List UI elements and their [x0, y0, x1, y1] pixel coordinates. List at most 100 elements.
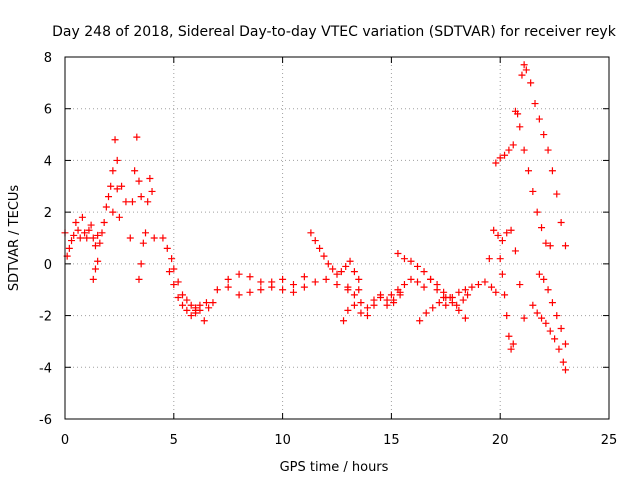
- data-point: [320, 252, 328, 260]
- data-point: [527, 79, 535, 87]
- data-point: [128, 198, 136, 206]
- x-tick-label: 0: [61, 433, 69, 448]
- data-point: [202, 299, 210, 307]
- data-point: [83, 234, 91, 242]
- y-tick-label: -2: [39, 310, 52, 325]
- data-point: [87, 221, 95, 229]
- y-tick-label: 6: [44, 103, 52, 118]
- data-point: [498, 237, 506, 245]
- data-point: [137, 193, 145, 201]
- data-point: [557, 218, 565, 226]
- data-point: [507, 226, 515, 234]
- y-tick-label: 0: [44, 258, 52, 273]
- data-point: [142, 229, 150, 237]
- data-point: [407, 275, 415, 283]
- data-point: [383, 296, 391, 304]
- data-point: [257, 278, 265, 286]
- data-point: [535, 270, 543, 278]
- series-21: [535, 270, 569, 348]
- data-point: [78, 213, 86, 221]
- data-point: [146, 175, 154, 183]
- series-15: [442, 278, 500, 309]
- data-point: [546, 242, 554, 250]
- data-point: [300, 283, 308, 291]
- data-point: [461, 286, 469, 294]
- data-point: [394, 286, 402, 294]
- series-2: [89, 136, 123, 283]
- data-point: [390, 299, 398, 307]
- y-tick-label: -4: [39, 361, 52, 376]
- data-point: [150, 234, 158, 242]
- data-point: [122, 198, 130, 206]
- data-point: [68, 237, 76, 245]
- data-point: [98, 229, 106, 237]
- data-point: [520, 61, 528, 69]
- data-point: [113, 185, 121, 193]
- data-point: [511, 247, 519, 255]
- y-tick-label: 4: [44, 154, 52, 169]
- data-point: [414, 262, 422, 270]
- data-point: [448, 293, 456, 301]
- data-point: [70, 231, 78, 239]
- data-point: [235, 270, 243, 278]
- data-point: [433, 281, 441, 289]
- x-tick-label: 5: [170, 433, 178, 448]
- x-tick-label: 10: [274, 433, 291, 448]
- data-point: [357, 309, 365, 317]
- x-tick-label: 25: [601, 433, 618, 448]
- data-point: [350, 301, 358, 309]
- data-point: [509, 340, 517, 348]
- data-point: [170, 281, 178, 289]
- series-17: [496, 255, 517, 353]
- series-16: [485, 226, 528, 322]
- x-tick-label: 15: [383, 433, 400, 448]
- data-point: [540, 131, 548, 139]
- data-point: [235, 291, 243, 299]
- data-point: [100, 218, 108, 226]
- data-point: [396, 291, 404, 299]
- data-point: [324, 260, 332, 268]
- data-point: [72, 218, 80, 226]
- data-point: [311, 278, 319, 286]
- data-point: [553, 312, 561, 320]
- series-13: [387, 275, 472, 309]
- axis-ticks-layer: 0 5 10 15 20 25 -6 -4 -2 0 2 4 6 8: [39, 51, 617, 448]
- x-tick-label: 20: [492, 433, 509, 448]
- data-point: [183, 296, 191, 304]
- data-point: [553, 190, 561, 198]
- data-point: [289, 288, 297, 296]
- data-point: [357, 299, 365, 307]
- data-point: [179, 291, 187, 299]
- data-point: [533, 309, 541, 317]
- data-point: [342, 262, 350, 270]
- data-point: [520, 146, 528, 154]
- chart-title: Day 248 of 2018, Sidereal Day-to-day VTE…: [52, 24, 617, 40]
- data-point: [135, 275, 143, 283]
- data-point: [485, 255, 493, 263]
- data-point: [170, 265, 178, 273]
- data-point: [118, 182, 126, 190]
- series-19: [511, 107, 554, 250]
- data-point: [516, 123, 524, 131]
- data-point: [196, 306, 204, 314]
- data-point: [544, 146, 552, 154]
- data-point: [559, 358, 567, 366]
- data-point: [224, 283, 232, 291]
- data-point: [322, 275, 330, 283]
- data-point: [511, 107, 519, 115]
- data-point: [427, 275, 435, 283]
- data-point: [135, 177, 143, 185]
- data-point: [455, 306, 463, 314]
- data-point: [289, 281, 297, 289]
- series-6: [165, 268, 217, 325]
- data-point: [455, 288, 463, 296]
- data-point: [126, 234, 134, 242]
- data-point: [524, 167, 532, 175]
- data-point: [148, 187, 156, 195]
- data-point: [89, 234, 97, 242]
- data-point: [85, 226, 93, 234]
- data-point: [179, 301, 187, 309]
- data-point: [518, 71, 526, 79]
- x-axis-label: GPS time / hours: [280, 460, 389, 475]
